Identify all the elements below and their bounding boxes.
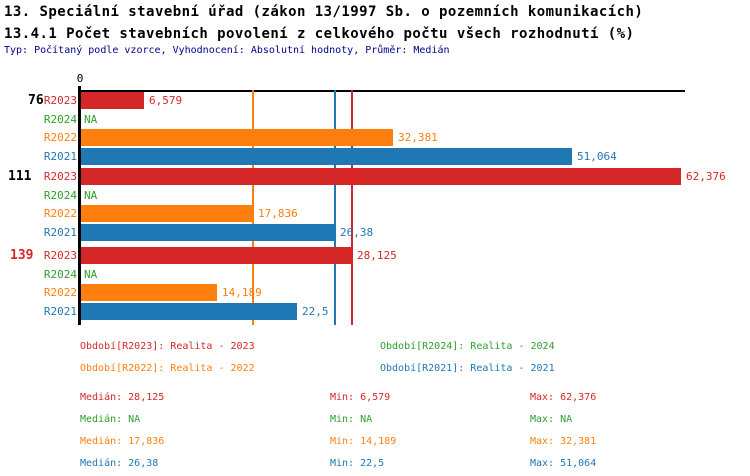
stat-max-R2022: Max: 32,381 bbox=[530, 436, 597, 447]
stat-min-R2024: Min: NA bbox=[330, 414, 373, 425]
bar-value-label: 32,381 bbox=[398, 131, 438, 144]
bar-row-label: R2023 bbox=[43, 94, 77, 107]
bar bbox=[81, 205, 253, 222]
bar-row-label: R2024 bbox=[43, 189, 77, 202]
legend-item-R2024: Období[R2024]: Realita - 2024 bbox=[380, 341, 555, 352]
bar-row-label: R2024 bbox=[43, 268, 77, 281]
bar-value-label: 14,189 bbox=[222, 286, 262, 299]
report-subtitle: Typ: Počítaný podle vzorce, Vyhodnocení:… bbox=[4, 45, 450, 56]
y-axis-line bbox=[78, 86, 81, 325]
median-line-R2021 bbox=[333, 90, 336, 325]
x-axis-line bbox=[78, 90, 685, 92]
group-label: 139 bbox=[10, 248, 34, 263]
stat-min-R2023: Min: 6,579 bbox=[330, 392, 391, 403]
stat-median-R2021: Medián: 26,38 bbox=[80, 458, 159, 469]
median-line-R2023 bbox=[350, 90, 353, 325]
stat-max-R2024: Max: NA bbox=[530, 414, 573, 425]
bar-value-label: 6,579 bbox=[149, 94, 183, 107]
stat-max-R2023: Max: 62,376 bbox=[530, 392, 597, 403]
bar-row-label: R2022 bbox=[43, 286, 77, 299]
bar bbox=[81, 168, 681, 185]
report-title-line2: 13.4.1 Počet stavebních povolení z celko… bbox=[4, 26, 635, 42]
bar bbox=[81, 129, 393, 146]
legend-item-R2022: Období[R2022]: Realita - 2022 bbox=[80, 363, 255, 374]
report-title-line1: 13. Speciální stavební úřad (zákon 13/19… bbox=[4, 4, 644, 20]
bar bbox=[81, 224, 335, 241]
bar-row-label: R2023 bbox=[43, 249, 77, 262]
bar-value-label: 26,38 bbox=[340, 226, 374, 239]
bar-row-label: R2022 bbox=[43, 131, 77, 144]
bar-value-label: 28,125 bbox=[357, 249, 397, 262]
stat-median-R2022: Medián: 17,836 bbox=[80, 436, 165, 447]
stat-median-R2024: Medián: NA bbox=[80, 414, 141, 425]
bar-row-label: R2024 bbox=[43, 113, 77, 126]
group-label: 76 bbox=[28, 93, 44, 108]
stat-median-R2023: Medián: 28,125 bbox=[80, 392, 165, 403]
bar-row-label: R2021 bbox=[43, 226, 77, 239]
group-label: 111 bbox=[8, 169, 32, 184]
bar-row-label: R2023 bbox=[43, 170, 77, 183]
bar-row-label: R2021 bbox=[43, 150, 77, 163]
bar-row-label: R2021 bbox=[43, 305, 77, 318]
bar-value-label: 62,376 bbox=[686, 170, 726, 183]
bar-value-label: 17,836 bbox=[258, 207, 298, 220]
bar bbox=[81, 148, 572, 165]
bar bbox=[81, 92, 144, 109]
stat-min-R2021: Min: 22,5 bbox=[330, 458, 385, 469]
bar-value-label: 22,5 bbox=[302, 305, 329, 318]
bar bbox=[81, 247, 352, 264]
bar-na-label: NA bbox=[84, 268, 98, 281]
bar-na-label: NA bbox=[84, 189, 98, 202]
bar-value-label: 51,064 bbox=[577, 150, 617, 163]
stat-max-R2021: Max: 51,064 bbox=[530, 458, 597, 469]
bar-na-label: NA bbox=[84, 113, 98, 126]
stat-min-R2022: Min: 14,189 bbox=[330, 436, 397, 447]
bar-row-label: R2022 bbox=[43, 207, 77, 220]
bar bbox=[81, 284, 217, 301]
legend-item-R2021: Období[R2021]: Realita - 2021 bbox=[380, 363, 555, 374]
legend-item-R2023: Období[R2023]: Realita - 2023 bbox=[80, 341, 255, 352]
axis-origin-label: 0 bbox=[76, 72, 84, 85]
bar bbox=[81, 303, 297, 320]
